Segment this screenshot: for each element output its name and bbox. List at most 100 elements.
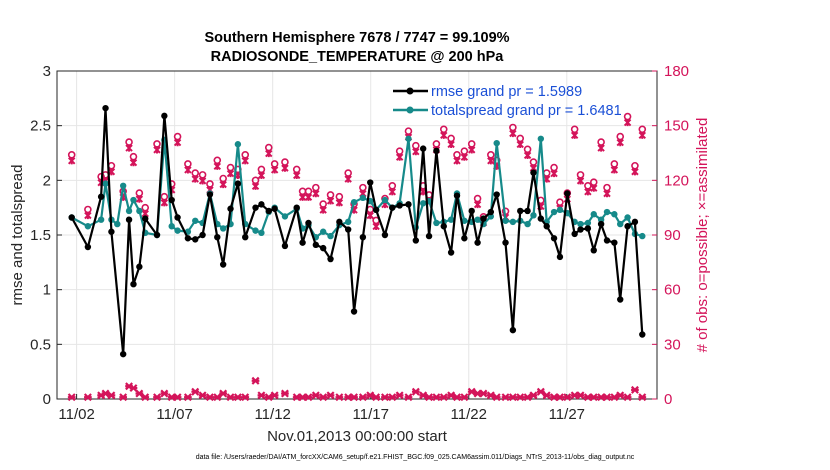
totalspread-point bbox=[319, 228, 327, 235]
obs-assimilated-point bbox=[191, 387, 200, 396]
rmse-point bbox=[265, 207, 272, 215]
rmse-point bbox=[611, 239, 618, 246]
totalspread-point bbox=[281, 213, 289, 220]
rmse-point bbox=[468, 207, 475, 215]
rmse-point bbox=[617, 296, 624, 303]
rmse-point bbox=[119, 350, 127, 358]
rmse-point bbox=[299, 239, 306, 246]
obs-possible-point bbox=[344, 169, 352, 177]
rmse-point bbox=[184, 235, 192, 242]
rmse-point bbox=[405, 201, 412, 208]
totalspread-point bbox=[327, 232, 334, 240]
obs-possible-point bbox=[616, 132, 625, 141]
obs-assimilated-point bbox=[603, 393, 611, 402]
totalspread-point bbox=[603, 208, 611, 216]
rmse-point bbox=[480, 215, 487, 222]
obs-possible-point bbox=[460, 147, 469, 155]
obs-assimilated-point bbox=[251, 376, 260, 385]
obs-possible-point bbox=[473, 194, 482, 203]
rmse-point bbox=[293, 204, 300, 211]
totalspread-point bbox=[174, 227, 181, 234]
obs-possible-point bbox=[556, 198, 564, 206]
obs-assimilated-point bbox=[529, 391, 538, 400]
rmse-point bbox=[597, 220, 605, 228]
obs-possible-point bbox=[84, 205, 92, 214]
obs-possible-point bbox=[623, 112, 632, 121]
obs-assimilated-point bbox=[411, 387, 420, 396]
rmse-point bbox=[440, 223, 447, 230]
obs-possible-point bbox=[335, 192, 344, 201]
obs-possible-point bbox=[404, 127, 413, 135]
rmse-point bbox=[359, 233, 367, 241]
obs-possible-point bbox=[257, 165, 266, 174]
totalspread-point bbox=[590, 211, 597, 218]
rmse-point bbox=[461, 235, 468, 242]
rmse-point bbox=[556, 253, 564, 261]
obs-possible-point bbox=[550, 163, 558, 172]
grid-lines bbox=[57, 70, 657, 400]
obs-assimilated-point bbox=[542, 391, 551, 400]
obs-assimilated-point bbox=[129, 384, 138, 393]
obs-possible-point bbox=[129, 152, 138, 161]
obs-possible-point bbox=[191, 169, 200, 177]
rmse-point bbox=[168, 196, 175, 204]
y-axis-left-ticks: 0 0.5 1 1.5 2 2.5 3 bbox=[30, 63, 62, 408]
obs-assimilated-point bbox=[304, 393, 313, 402]
rmse-point bbox=[350, 308, 358, 315]
obs-possible-point bbox=[576, 171, 585, 179]
totalspread-point bbox=[97, 216, 105, 223]
obs-possible-point bbox=[610, 160, 619, 168]
totalspread-point bbox=[597, 216, 605, 223]
rmse-point bbox=[453, 192, 461, 199]
rmse-point bbox=[336, 218, 343, 226]
obs-possible-point bbox=[141, 203, 150, 212]
obs-assimilated-point bbox=[160, 389, 169, 398]
rmse-point bbox=[214, 233, 221, 241]
obs-assimilated-point bbox=[335, 393, 344, 402]
rmse-point bbox=[206, 191, 214, 198]
obs-possible-point bbox=[160, 192, 169, 201]
rmse-point bbox=[624, 223, 631, 230]
obs-possible-point bbox=[523, 145, 532, 154]
obs-possible-point bbox=[173, 132, 182, 141]
totalspread-point bbox=[84, 223, 92, 230]
rmse-point bbox=[199, 231, 206, 239]
obs-assimilated-point bbox=[563, 393, 572, 402]
obs-assimilated-point bbox=[280, 389, 289, 398]
obs-possible-point bbox=[226, 163, 235, 172]
obs-possible-point bbox=[270, 160, 279, 168]
obs-possible-point bbox=[509, 123, 517, 132]
obs-possible-point bbox=[516, 134, 525, 143]
series-obs-assimilated bbox=[67, 118, 647, 402]
obs-assimilated-point bbox=[395, 391, 404, 400]
totalspread-point bbox=[433, 219, 440, 227]
rmse-point bbox=[327, 255, 334, 263]
obs-assimilated-point bbox=[638, 393, 647, 402]
obs-possible-point bbox=[638, 125, 647, 134]
x-axis-ticks: 11/02 11/07 11/12 11/17 11/22 11/27 bbox=[58, 394, 585, 423]
obs-possible-point bbox=[326, 191, 335, 199]
obs-possible-point bbox=[467, 140, 476, 148]
x-tick-label: 11/07 bbox=[156, 406, 192, 423]
obs-possible-point bbox=[597, 138, 605, 146]
obs-possible-point bbox=[412, 141, 420, 150]
totalspread-point bbox=[509, 218, 517, 226]
rmse-point bbox=[381, 231, 389, 239]
obs-possible-point bbox=[603, 183, 611, 192]
obs-possible-point bbox=[487, 151, 495, 159]
obs-assimilated-point bbox=[388, 393, 397, 402]
rmse-point bbox=[271, 205, 278, 212]
totalspread-point bbox=[537, 135, 545, 142]
rmse-point bbox=[84, 243, 92, 251]
rmse-point bbox=[252, 204, 259, 211]
rmse-point bbox=[125, 216, 133, 223]
obs-possible-point bbox=[319, 200, 327, 208]
totalspread-point bbox=[168, 223, 175, 230]
y-right-tick-label: 90 bbox=[664, 227, 681, 244]
totalspread-point bbox=[624, 214, 631, 221]
totalspread-point bbox=[359, 194, 367, 202]
rmse-point bbox=[537, 215, 545, 222]
totalspread-point bbox=[524, 220, 531, 228]
totalspread-point bbox=[502, 217, 509, 224]
rmse-point bbox=[234, 180, 242, 187]
